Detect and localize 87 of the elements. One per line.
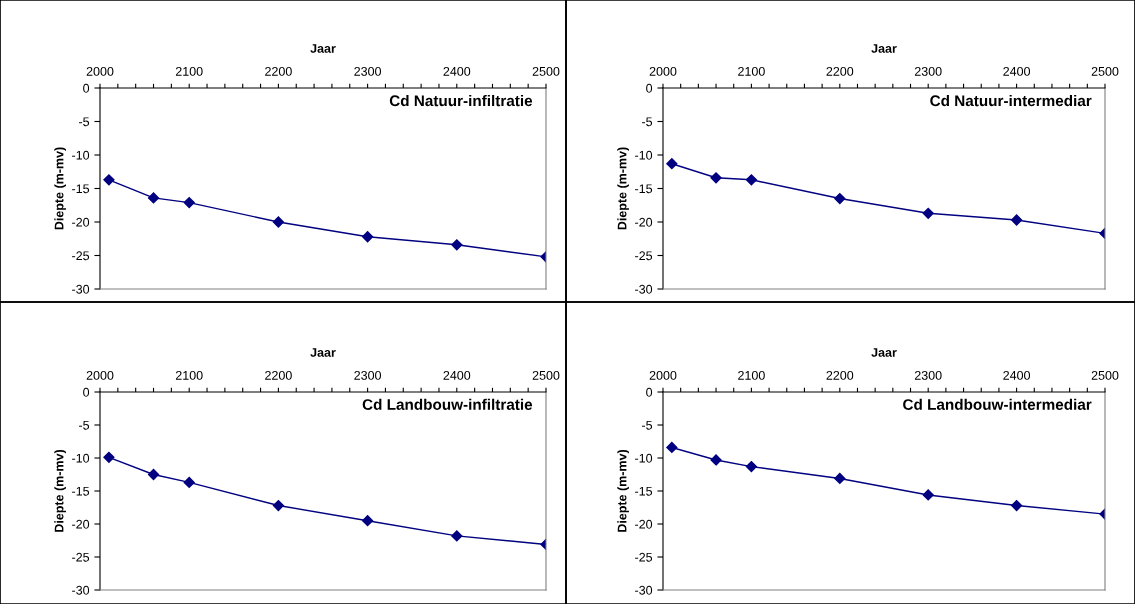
y-tick-label: -5 — [642, 420, 653, 430]
y-tick-label: -15 — [635, 486, 653, 496]
chart-title: Cd Natuur-intermediar — [930, 94, 1092, 107]
x-tick-label: 2000 — [649, 370, 677, 380]
x-axis-title: Jaar — [871, 44, 897, 53]
y-tick-label: -5 — [79, 117, 90, 127]
point — [666, 158, 678, 170]
point — [103, 174, 115, 186]
y-tick-label: 0 — [83, 83, 90, 93]
x-tick-label: 2300 — [354, 370, 382, 380]
point — [745, 174, 758, 186]
point — [1010, 499, 1023, 512]
y-tick-label: -25 — [72, 251, 90, 261]
y-axis-title: Diepte (m-mv) — [617, 147, 629, 230]
point — [922, 489, 934, 501]
x-tick-label: 2200 — [265, 370, 292, 380]
point — [834, 472, 846, 485]
x-tick-label: 2500 — [532, 370, 560, 380]
x-tick-label: 2200 — [826, 66, 854, 76]
point — [361, 231, 374, 243]
y-tick-label: -15 — [635, 184, 653, 194]
point — [183, 196, 195, 209]
point — [183, 476, 195, 489]
y-tick-label: -25 — [635, 251, 653, 261]
y-tick-label: -20 — [635, 519, 653, 529]
point — [451, 239, 463, 251]
y-tick-label: -20 — [635, 217, 653, 227]
x-tick-label: 2400 — [443, 370, 471, 380]
y-tick-label: -30 — [635, 284, 653, 294]
y-tick-label: -30 — [635, 585, 653, 595]
x-tick-label: 2300 — [914, 66, 942, 76]
point — [272, 499, 285, 512]
x-axis-title: Jaar — [871, 348, 897, 357]
y-tick-label: -5 — [79, 420, 90, 430]
point — [451, 530, 463, 542]
point — [103, 451, 115, 463]
point — [147, 192, 160, 204]
x-tick-label: 2100 — [738, 66, 765, 76]
y-tick-label: -5 — [642, 117, 653, 127]
x-tick-label: 2000 — [86, 66, 114, 76]
x-tick-label: 2400 — [1003, 66, 1031, 76]
x-tick-label: 2100 — [738, 370, 765, 380]
y-tick-label: 0 — [646, 83, 653, 93]
chart-title: Cd Natuur-infiltratie — [389, 94, 533, 107]
point — [922, 207, 934, 219]
y-axis-title: Diepte (m-mv) — [54, 449, 66, 532]
x-tick-label: 2500 — [1091, 370, 1119, 380]
point — [1010, 214, 1023, 226]
x-tick-label: 2500 — [1091, 66, 1119, 76]
point — [745, 460, 758, 473]
point — [710, 172, 722, 184]
chart-title: Cd Landbouw-intermediar — [903, 398, 1092, 410]
y-tick-label: -10 — [72, 150, 90, 160]
y-tick-label: -10 — [72, 453, 90, 463]
x-tick-label: 2500 — [532, 66, 560, 76]
y-tick-label: 0 — [83, 387, 90, 397]
point — [834, 192, 846, 205]
point — [147, 468, 160, 481]
x-tick-label: 2300 — [914, 370, 942, 380]
chart-title: Cd Landbouw-infiltratie — [362, 398, 533, 410]
x-tick-label: 2000 — [86, 370, 114, 380]
y-tick-label: -25 — [635, 552, 653, 562]
y-tick-label: -20 — [72, 519, 90, 529]
y-axis-title: Diepte (m-mv) — [617, 449, 629, 532]
x-tick-label: 2200 — [826, 370, 854, 380]
x-tick-label: 2100 — [175, 370, 203, 380]
x-tick-label: 2100 — [175, 66, 203, 76]
x-axis-title: Jaar — [310, 44, 336, 53]
y-tick-label: -25 — [72, 552, 90, 562]
x-tick-label: 2300 — [354, 66, 382, 76]
y-tick-label: -10 — [635, 150, 653, 160]
y-tick-label: -10 — [635, 453, 653, 463]
x-tick-label: 2400 — [1003, 370, 1031, 380]
x-tick-label: 2400 — [443, 66, 471, 76]
y-tick-label: 0 — [646, 387, 653, 397]
y-tick-label: -20 — [72, 217, 90, 227]
point — [361, 515, 374, 527]
point — [272, 216, 285, 228]
x-tick-label: 2200 — [265, 66, 292, 76]
y-tick-label: -15 — [72, 486, 90, 496]
point — [666, 441, 678, 454]
y-tick-label: -30 — [72, 585, 90, 595]
y-tick-label: -30 — [72, 284, 90, 294]
y-tick-label: -15 — [72, 184, 90, 194]
x-axis-title: Jaar — [310, 348, 336, 357]
x-tick-label: 2000 — [649, 66, 677, 76]
y-axis-title: Diepte (m-mv) — [54, 147, 66, 230]
